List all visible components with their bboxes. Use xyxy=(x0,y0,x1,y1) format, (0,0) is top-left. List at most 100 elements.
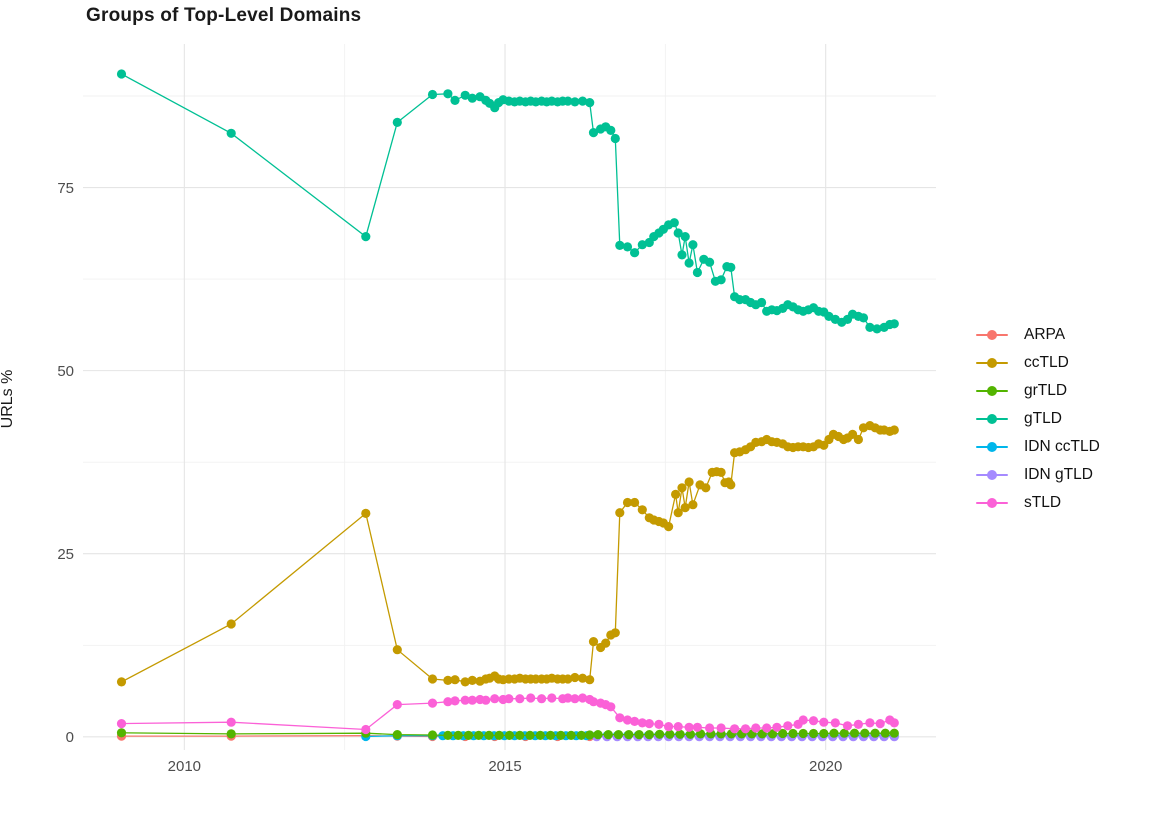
data-point xyxy=(588,128,599,138)
data-point xyxy=(664,722,674,732)
data-point xyxy=(673,722,683,732)
data-point xyxy=(361,508,371,518)
data-point xyxy=(526,693,536,703)
chart-title: Groups of Top-Level Domains xyxy=(86,5,362,26)
legend-marker-icon xyxy=(976,496,1008,510)
data-point xyxy=(875,719,885,729)
data-point xyxy=(684,258,694,268)
data-point xyxy=(443,675,453,686)
data-point xyxy=(665,729,675,739)
data-point xyxy=(460,695,470,705)
data-point xyxy=(392,730,402,740)
data-point xyxy=(853,719,864,730)
data-point xyxy=(630,497,640,508)
data-point xyxy=(808,728,819,739)
data-point xyxy=(630,248,640,258)
x-tick-label: 2010 xyxy=(168,758,201,775)
data-point xyxy=(637,718,647,728)
data-point xyxy=(865,718,875,728)
y-tick-label: 75 xyxy=(57,180,74,197)
data-point xyxy=(819,728,829,739)
data-point xyxy=(490,694,500,704)
data-point xyxy=(726,480,736,490)
legend: ARPA ccTLD grTLD gTLD IDN ccTLD IDN gTLD sTLD xyxy=(976,321,1100,517)
data-point xyxy=(593,730,603,740)
data-point xyxy=(515,730,525,741)
data-point xyxy=(484,730,494,741)
data-point xyxy=(669,218,679,228)
y-tick-label: 50 xyxy=(57,363,74,380)
data-point xyxy=(701,483,711,493)
data-point xyxy=(819,717,829,727)
series-sTLD xyxy=(116,693,899,735)
data-point xyxy=(615,240,625,250)
data-point xyxy=(588,637,599,647)
data-point xyxy=(798,728,808,739)
data-point xyxy=(427,698,438,708)
data-point xyxy=(772,722,782,732)
data-point xyxy=(644,719,654,729)
x-tick-label: 2015 xyxy=(488,758,521,775)
legend-item-grTLD: grTLD xyxy=(976,377,1100,405)
data-point xyxy=(889,728,899,738)
data-point xyxy=(788,728,798,739)
series-line xyxy=(121,73,895,330)
data-point xyxy=(684,722,694,732)
series-grTLD xyxy=(116,728,899,741)
legend-item-IDN-gTLD: IDN gTLD xyxy=(976,461,1100,489)
data-point xyxy=(116,719,127,729)
data-point xyxy=(563,693,573,703)
data-point xyxy=(361,724,371,735)
data-point xyxy=(684,477,694,487)
data-point xyxy=(692,722,703,732)
y-tick-label: 0 xyxy=(66,729,74,746)
data-point xyxy=(443,89,453,99)
data-point xyxy=(842,721,853,731)
data-point xyxy=(525,730,535,741)
data-point xyxy=(467,675,477,686)
y-tick-label: 25 xyxy=(57,546,74,563)
legend-label: sTLD xyxy=(1024,494,1062,511)
data-point xyxy=(226,729,236,739)
series-gTLD xyxy=(116,69,899,334)
data-point xyxy=(226,128,236,138)
data-point xyxy=(889,718,899,728)
data-point xyxy=(622,242,633,252)
data-point xyxy=(705,723,715,733)
data-point xyxy=(630,716,640,727)
data-point xyxy=(556,730,566,741)
legend-marker-icon xyxy=(976,412,1008,426)
data-point xyxy=(615,508,625,518)
data-point xyxy=(778,728,788,739)
data-point xyxy=(585,675,595,685)
data-point xyxy=(716,467,726,477)
data-point xyxy=(450,696,460,706)
data-point xyxy=(570,694,580,704)
data-point xyxy=(578,693,588,703)
data-point xyxy=(537,694,547,704)
data-point xyxy=(443,730,453,741)
data-point xyxy=(494,730,504,741)
legend-label: ARPA xyxy=(1024,326,1066,343)
data-point xyxy=(576,730,586,741)
data-point xyxy=(545,730,556,741)
data-point xyxy=(450,675,460,685)
data-point xyxy=(757,297,767,308)
data-point xyxy=(615,713,625,723)
data-point xyxy=(767,729,778,739)
legend-marker-icon xyxy=(976,328,1008,342)
data-point xyxy=(664,522,674,532)
data-point xyxy=(578,673,588,683)
data-point xyxy=(226,619,236,629)
data-point xyxy=(116,677,127,687)
legend-item-ARPA: ARPA xyxy=(976,321,1100,349)
data-point xyxy=(481,695,491,705)
data-point xyxy=(798,715,808,725)
data-point xyxy=(606,125,616,135)
data-point xyxy=(226,717,236,727)
data-point xyxy=(361,232,371,242)
data-point xyxy=(685,729,696,739)
data-point xyxy=(427,730,438,740)
legend-marker-icon xyxy=(976,440,1008,454)
